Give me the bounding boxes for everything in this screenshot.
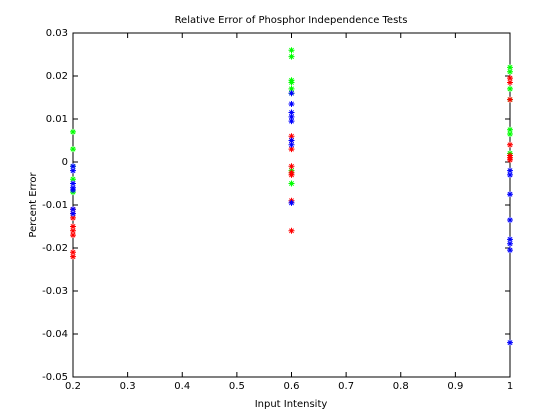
point xyxy=(507,154,513,161)
point xyxy=(288,141,295,148)
point xyxy=(288,118,295,125)
x-axis-label: Input Intensity xyxy=(255,399,328,410)
y-tick-label: 0.01 xyxy=(46,114,68,125)
point xyxy=(507,68,513,75)
chart-title: Relative Error of Phosphor Independence … xyxy=(175,15,408,26)
point xyxy=(288,163,295,170)
y-tick-label: -0.03 xyxy=(42,286,68,297)
point xyxy=(288,171,295,178)
point xyxy=(70,253,76,260)
y-tick-label: -0.02 xyxy=(42,243,68,254)
point xyxy=(288,227,295,234)
point xyxy=(288,53,295,60)
point xyxy=(507,171,513,178)
point xyxy=(507,79,513,86)
point xyxy=(70,128,76,135)
y-tick-label: -0.04 xyxy=(42,329,68,340)
point xyxy=(507,85,513,92)
point xyxy=(70,210,76,217)
point xyxy=(288,137,295,144)
point xyxy=(507,236,513,243)
point xyxy=(507,167,513,174)
point xyxy=(70,186,76,193)
point xyxy=(70,146,76,153)
point xyxy=(70,223,76,230)
point xyxy=(288,133,295,140)
point xyxy=(70,227,76,234)
x-tick-label: 1 xyxy=(507,381,513,392)
point xyxy=(507,217,513,224)
point xyxy=(70,206,76,213)
point xyxy=(70,232,76,239)
y-tick-label: -0.01 xyxy=(42,200,68,211)
point xyxy=(507,126,513,133)
point xyxy=(288,113,295,120)
point xyxy=(70,180,76,187)
point xyxy=(70,214,76,221)
point xyxy=(70,167,76,174)
point xyxy=(288,109,295,116)
point xyxy=(507,131,513,138)
x-tick-label: 0.2 xyxy=(65,381,81,392)
x-tick-label: 0.7 xyxy=(338,381,354,392)
x-tick-label: 0.3 xyxy=(120,381,136,392)
point xyxy=(70,163,76,170)
point xyxy=(507,96,513,103)
x-tick-label: 0.5 xyxy=(229,381,245,392)
point xyxy=(507,240,513,247)
point xyxy=(288,90,295,97)
point xyxy=(288,100,295,107)
y-tick-label: 0 xyxy=(62,157,68,168)
point xyxy=(507,247,513,254)
point xyxy=(288,146,295,153)
point xyxy=(288,47,295,54)
point xyxy=(288,79,295,86)
x-tick-label: 0.8 xyxy=(393,381,409,392)
y-tick-label: 0.03 xyxy=(46,28,68,39)
y-axis-label: Percent Error xyxy=(28,172,39,238)
point xyxy=(288,85,295,92)
y-tick-label: -0.05 xyxy=(42,372,68,383)
point xyxy=(507,64,513,71)
x-tick-label: 0.4 xyxy=(174,381,190,392)
point xyxy=(70,249,76,256)
point xyxy=(507,141,513,148)
point xyxy=(288,199,295,206)
x-tick-label: 0.6 xyxy=(284,381,300,392)
point xyxy=(507,75,513,82)
point xyxy=(507,339,513,346)
y-tick-label: 0.02 xyxy=(46,71,68,82)
point xyxy=(70,176,76,183)
point xyxy=(507,191,513,198)
point xyxy=(288,180,295,187)
x-tick-label: 0.9 xyxy=(447,381,463,392)
